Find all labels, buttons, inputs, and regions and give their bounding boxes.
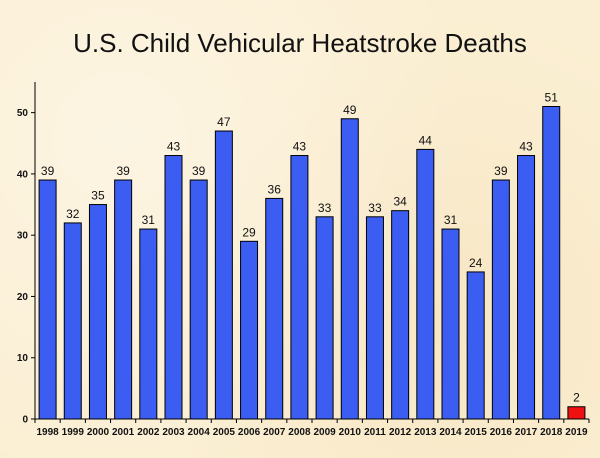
bar <box>315 216 334 420</box>
data-label: 36 <box>268 182 282 196</box>
data-label: 31 <box>142 213 156 227</box>
data-label: 43 <box>519 140 533 154</box>
bar <box>214 130 233 420</box>
bar <box>38 179 57 420</box>
bar <box>491 179 510 420</box>
data-label: 32 <box>66 207 80 221</box>
x-tick-label: 2007 <box>263 427 286 438</box>
x-tick-label: 2000 <box>87 427 110 438</box>
x-tick-label: 2010 <box>339 427 362 438</box>
data-label: 33 <box>318 201 332 215</box>
data-label: 24 <box>469 256 483 270</box>
x-tick-label: 2016 <box>490 427 513 438</box>
data-label: 47 <box>217 115 231 129</box>
x-tick-label: 2009 <box>313 427 336 438</box>
data-label: 49 <box>343 103 357 117</box>
bar <box>63 222 82 420</box>
bar <box>567 406 586 420</box>
x-tick-label: 2001 <box>112 427 135 438</box>
data-labels-group: 39 32 35 39 31 43 39 47 29 36 43 33 49 33 34 44 31 24 39 43… <box>41 91 580 405</box>
bar <box>416 148 435 420</box>
x-tick-label: 1999 <box>62 427 85 438</box>
bar <box>290 155 309 420</box>
bar <box>542 106 561 420</box>
data-label: 51 <box>545 91 559 105</box>
data-label: 29 <box>242 225 256 239</box>
x-tick-label: 2008 <box>288 427 311 438</box>
x-tick-label: 2018 <box>540 427 563 438</box>
x-tick-label: 1998 <box>36 427 59 438</box>
y-tick-labels: 0 10 20 30 40 50 <box>17 108 29 425</box>
bar <box>441 228 460 420</box>
bar <box>164 155 183 420</box>
bar <box>114 179 133 420</box>
data-label: 39 <box>494 164 508 178</box>
x-tick-label: 2003 <box>162 427 185 438</box>
x-tick-label: 2014 <box>439 427 462 438</box>
x-tick-label: 2015 <box>465 427 488 438</box>
x-tick-labels: 1998 1999 2000 2001 2002 2003 2004 2005 2006 2007… <box>36 427 588 438</box>
x-tick-label: 2006 <box>238 427 261 438</box>
y-tick-label: 0 <box>22 415 28 426</box>
x-tick-label: 2019 <box>565 427 588 438</box>
y-tick-label: 10 <box>17 353 29 364</box>
x-tick-label: 2004 <box>188 427 211 438</box>
y-tick-label: 50 <box>17 108 29 119</box>
x-tick-label: 2013 <box>414 427 437 438</box>
x-tick-label: 2011 <box>364 427 386 438</box>
chart-title: U.S. Child Vehicular Heatstroke Deaths <box>73 28 527 58</box>
bar <box>517 155 536 420</box>
bar <box>466 271 485 420</box>
bar <box>88 204 107 420</box>
bar <box>189 179 208 420</box>
data-label: 43 <box>167 140 181 154</box>
bars-group <box>38 106 586 420</box>
data-label: 34 <box>393 195 407 209</box>
data-label: 31 <box>444 213 458 227</box>
data-label: 35 <box>91 189 105 203</box>
x-tick-label: 2005 <box>213 427 236 438</box>
x-tick-label: 2017 <box>515 427 538 438</box>
y-tick-label: 20 <box>17 292 29 303</box>
x-tick-label: 2012 <box>389 427 412 438</box>
bar <box>340 118 359 420</box>
bar <box>391 210 410 420</box>
y-tick-label: 40 <box>17 169 29 180</box>
bar <box>365 216 384 420</box>
data-label: 39 <box>192 164 206 178</box>
data-label: 43 <box>293 140 307 154</box>
y-tick-label: 30 <box>17 231 29 242</box>
data-label: 2 <box>573 391 580 405</box>
data-label: 39 <box>41 164 55 178</box>
data-label: 39 <box>116 164 130 178</box>
x-tick-label: 2002 <box>137 427 160 438</box>
data-label: 44 <box>419 133 433 147</box>
bar <box>265 197 284 420</box>
data-label: 33 <box>368 201 382 215</box>
bar <box>139 228 158 420</box>
bar <box>240 240 259 420</box>
